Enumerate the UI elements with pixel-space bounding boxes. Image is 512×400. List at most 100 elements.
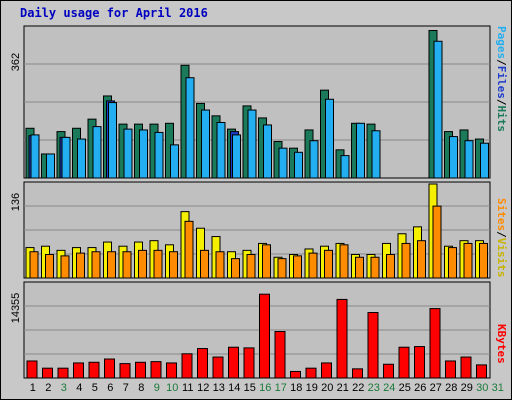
bar-kbytes [119, 363, 131, 379]
bar-sites [184, 220, 194, 279]
bar-pages [340, 155, 350, 179]
x-tick-label: 20 [321, 382, 334, 394]
bar-sites [76, 252, 85, 279]
bar-pages [61, 136, 71, 179]
bar-sites [215, 251, 225, 279]
bar-sites [448, 247, 457, 279]
bar-kbytes [57, 367, 69, 379]
bar-sites [479, 242, 488, 279]
bar-sites [169, 251, 178, 279]
x-tick-label: 9 [153, 382, 160, 394]
x-tick-label: 16 [259, 382, 272, 394]
bar-kbytes [383, 363, 394, 379]
bar-sites [401, 242, 411, 279]
bar-sites [45, 254, 54, 279]
x-tick-label: 1 [29, 382, 36, 394]
bar-kbytes [150, 361, 162, 379]
bar-kbytes [259, 293, 270, 379]
x-tick-label: 13 [212, 382, 225, 394]
bar-kbytes [243, 347, 255, 379]
x-tick-label: 30 [476, 382, 489, 394]
bar-sites [29, 251, 39, 279]
x-tick-label: 27 [429, 382, 442, 394]
bar-sites [91, 251, 101, 279]
bar-pages [278, 147, 288, 179]
bar-pages [77, 138, 86, 179]
bar-pages [263, 124, 272, 179]
bar-sites [262, 244, 271, 279]
bar-pages [247, 109, 257, 179]
bar-sites [200, 249, 209, 279]
bar-pages [123, 128, 133, 179]
x-tick-label: 17 [274, 382, 287, 394]
chart-title: Daily usage for April 2016 [20, 6, 208, 20]
bar-kbytes [42, 367, 53, 379]
bar-pages [170, 144, 179, 179]
bar-kbytes [166, 362, 177, 379]
x-tick-label: 12 [197, 382, 210, 394]
x-tick-label: 3 [60, 382, 67, 394]
bar-pages [294, 151, 303, 179]
bar-kbytes [305, 367, 317, 379]
bar-sites [324, 249, 333, 279]
bar-sites [153, 249, 163, 279]
bar-kbytes [197, 348, 208, 379]
bar-sites [386, 254, 395, 279]
x-tick-label: 8 [138, 382, 145, 394]
x-tick-label: 11 [182, 382, 194, 394]
bar-kbytes [460, 356, 472, 379]
bar-kbytes [414, 346, 425, 379]
bar-sites [432, 205, 442, 279]
x-tick-label: 4 [76, 382, 83, 394]
bar-sites [122, 251, 132, 279]
bar-pages [433, 40, 443, 179]
bar-pages [92, 126, 102, 179]
bar-kbytes [104, 358, 115, 379]
x-tick-label: 26 [414, 382, 427, 394]
bar-kbytes [274, 331, 286, 379]
bar-sites [138, 249, 147, 279]
bar-pages [371, 130, 381, 179]
bar-sites [293, 255, 302, 279]
bar-sites [463, 242, 473, 279]
bar-kbytes [445, 360, 456, 379]
x-tick-label: 14 [228, 382, 241, 394]
bar-sites [339, 244, 349, 279]
x-tick-label: 28 [445, 382, 458, 394]
bar-pages [30, 134, 40, 179]
bar-pages [449, 136, 458, 179]
bar-sites [246, 254, 256, 279]
bar-kbytes [26, 360, 38, 379]
bar-kbytes [429, 308, 441, 379]
x-tick-label: 18 [290, 382, 303, 394]
x-tick-label: 25 [398, 382, 411, 394]
bar-sites [417, 240, 426, 279]
bar-pages [154, 131, 164, 179]
bar-pages [325, 98, 334, 179]
bar-pages [216, 121, 226, 179]
x-tick-label: 6 [107, 382, 114, 394]
bar-kbytes [336, 298, 348, 379]
x-tick-label: 23 [367, 382, 380, 394]
bar-kbytes [228, 346, 239, 379]
x-tick-label: 31 [491, 382, 504, 394]
x-tick-label: 22 [352, 382, 365, 394]
bar-kbytes [321, 362, 332, 379]
bar-pages [356, 122, 365, 179]
bar-kbytes [212, 356, 224, 379]
bar-sites [277, 258, 287, 279]
x-tick-label: 19 [305, 382, 318, 394]
bar-pages [464, 140, 474, 179]
x-tick-label: 24 [383, 382, 396, 394]
bar-kbytes [88, 361, 100, 379]
bar-sites [308, 252, 318, 279]
x-tick-label: 21 [336, 382, 349, 394]
bar-kbytes [290, 370, 301, 379]
x-tick-label: 5 [91, 382, 98, 394]
bar-kbytes [476, 364, 487, 379]
bar-kbytes [73, 362, 84, 379]
x-tick-label: 7 [122, 382, 129, 394]
bar-sites [107, 251, 116, 279]
bar-pages [46, 153, 55, 179]
